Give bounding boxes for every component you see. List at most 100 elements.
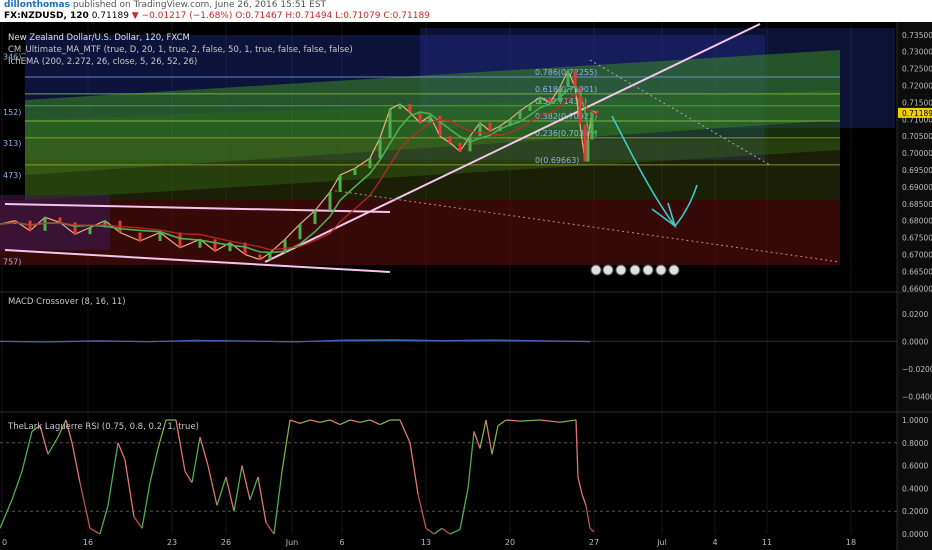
- time-tick-label: 0: [2, 538, 7, 547]
- flag-icon[interactable]: [629, 264, 641, 276]
- candle[interactable]: [88, 227, 92, 235]
- candle[interactable]: [418, 112, 422, 123]
- candle[interactable]: [573, 70, 577, 88]
- time-tick-label: Jul: [656, 538, 667, 547]
- candle[interactable]: [353, 168, 357, 176]
- flag-icon[interactable]: [615, 264, 627, 276]
- candle[interactable]: [198, 239, 202, 248]
- rsi-line-segment: [233, 465, 243, 512]
- down-arrow-icon: ▼: [131, 11, 139, 21]
- rsi-line-segment: [339, 419, 351, 426]
- candle[interactable]: [378, 137, 382, 159]
- flag-icon[interactable]: [590, 264, 602, 276]
- trend-line-rising[interactable]: [264, 23, 761, 263]
- candle[interactable]: [313, 210, 317, 225]
- rsi-line-segment: [399, 419, 411, 444]
- candle[interactable]: [566, 70, 570, 88]
- candle[interactable]: [243, 242, 247, 255]
- candle[interactable]: [538, 97, 542, 105]
- price-tick-label: 0.66000: [902, 284, 932, 293]
- macd-line[interactable]: [0, 339, 591, 343]
- rsi-line-segment: [273, 471, 283, 535]
- flag-icon[interactable]: [668, 264, 680, 276]
- candle[interactable]: [478, 122, 482, 137]
- candle[interactable]: [548, 97, 552, 103]
- fib-level-label: 0(0.69663): [535, 156, 579, 165]
- time-tick-label: 13: [421, 538, 431, 547]
- flag-icon[interactable]: [642, 264, 654, 276]
- candle[interactable]: [558, 87, 562, 103]
- time-axis[interactable]: 0 16 23 26 Jun 6 13 20 27 Jul 4 11 18: [2, 538, 856, 547]
- macd-pane: [0, 339, 897, 343]
- candle[interactable]: [595, 110, 599, 113]
- candle[interactable]: [586, 139, 590, 162]
- green-channel-lower: [25, 90, 840, 200]
- forecast-arrow-head-icon: [651, 202, 677, 229]
- candle[interactable]: [258, 254, 262, 260]
- rsi-line-segment: [505, 419, 521, 422]
- trend-line-channel-bottom[interactable]: [4, 249, 391, 273]
- candle[interactable]: [458, 142, 462, 152]
- candle[interactable]: [283, 239, 287, 253]
- fib-left-label: 346): [3, 53, 21, 62]
- candle[interactable]: [468, 136, 472, 152]
- candle[interactable]: [138, 232, 142, 241]
- ema-line: [0, 93, 598, 251]
- rsi-line-segment: [0, 499, 13, 529]
- macd-tick-label: −0.0200: [902, 365, 932, 374]
- candle[interactable]: [438, 115, 442, 137]
- low-value: L:0.71079: [335, 11, 381, 21]
- rsi-line-segment: [71, 442, 81, 483]
- candle[interactable]: [213, 239, 217, 252]
- author-link[interactable]: dillonthomas: [4, 0, 70, 10]
- indicator-legend-ma[interactable]: CM_Ultimate_MA_MTF (true, D, 20, 1, true…: [8, 45, 353, 55]
- candle[interactable]: [488, 122, 492, 132]
- macd-title[interactable]: MACD Crossover (8, 16, 11): [8, 297, 126, 307]
- rsi-line-segment: [449, 528, 461, 535]
- candle[interactable]: [43, 217, 47, 231]
- candle[interactable]: [398, 104, 402, 110]
- candle[interactable]: [73, 222, 77, 235]
- candle[interactable]: [328, 191, 332, 211]
- candle[interactable]: [58, 217, 62, 223]
- time-tick-label: 20: [505, 538, 515, 547]
- forecast-arrow[interactable]: [611, 115, 698, 228]
- rsi-line-segment: [124, 459, 135, 518]
- fib-left-label: 473): [3, 171, 21, 180]
- price-axis[interactable]: 0.73500 0.73000 0.72500 0.72000 0.71500 0.710…: [898, 31, 932, 539]
- rsi-tick-label: 0.6000: [902, 462, 928, 471]
- candle[interactable]: [528, 104, 532, 111]
- indicator-legend-ichema[interactable]: IchEMA (200, 2.272, 26, close, 5, 26, 52…: [8, 57, 198, 67]
- rsi-line-segment: [157, 419, 167, 449]
- candle[interactable]: [428, 115, 432, 123]
- flag-icon[interactable]: [655, 264, 667, 276]
- rsi-line-segment: [491, 425, 499, 455]
- candle[interactable]: [368, 158, 372, 169]
- candle[interactable]: [338, 175, 342, 192]
- trend-line-channel-top[interactable]: [4, 203, 391, 213]
- candle[interactable]: [448, 136, 452, 143]
- candle[interactable]: [508, 119, 512, 127]
- flag-icon[interactable]: [602, 264, 614, 276]
- time-tick-label: 11: [762, 538, 772, 547]
- candle[interactable]: [228, 242, 232, 252]
- candle[interactable]: [178, 232, 182, 248]
- candle[interactable]: [583, 124, 587, 162]
- rsi-line-segment: [257, 476, 267, 523]
- candle[interactable]: [590, 110, 594, 140]
- candle[interactable]: [518, 110, 522, 120]
- candle[interactable]: [158, 232, 162, 241]
- price-tick-label: 0.72500: [902, 65, 932, 74]
- candle[interactable]: [298, 224, 302, 240]
- candle[interactable]: [103, 220, 107, 228]
- rsi-line-segment: [479, 419, 487, 449]
- close-value: C:0.71189: [383, 11, 430, 21]
- rsi-title[interactable]: TheLark Laguerre RSI (0.75, 0.8, 0.2, 1,…: [8, 422, 199, 432]
- candle[interactable]: [388, 109, 392, 138]
- candle[interactable]: [408, 104, 412, 113]
- candle[interactable]: [578, 87, 582, 125]
- rsi-tick-label: 0.2000: [902, 507, 928, 516]
- time-tick-label: 18: [846, 538, 856, 547]
- fib-level-label: 0.236(0.70397): [535, 129, 597, 138]
- candle[interactable]: [268, 252, 272, 260]
